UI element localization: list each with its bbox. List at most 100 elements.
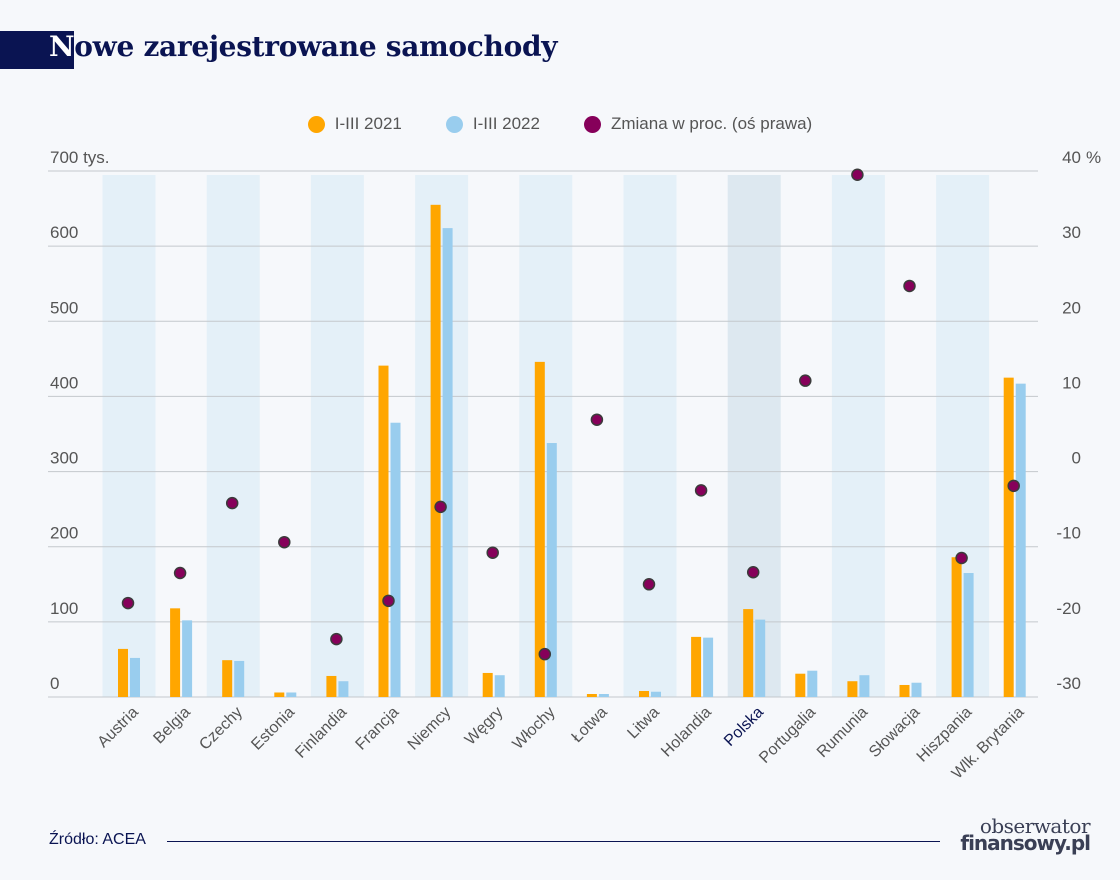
column-band	[310, 175, 364, 697]
page-title: Nowe zarejestrowane samochody	[49, 30, 558, 63]
legend-label-change: Zmiana w proc. (oś prawa)	[610, 114, 813, 133]
bar-2022	[1015, 383, 1026, 697]
bar-2021	[326, 675, 337, 697]
legend-label-2021: I-III 2021	[334, 114, 402, 133]
column-band	[831, 175, 885, 697]
change-dot	[486, 546, 499, 559]
change-dot	[955, 551, 968, 565]
highlight-band	[727, 175, 781, 697]
legend: I-III 2021 I-III 2022 Zmiana w proc. (oś…	[0, 114, 1120, 134]
change-dot	[278, 535, 291, 549]
title-accent-block	[0, 31, 74, 69]
change-dot	[121, 596, 135, 610]
change-dot	[1007, 479, 1020, 493]
x-tick-label: Holandia	[658, 704, 715, 761]
left-tick-label: 400	[50, 373, 78, 392]
right-tick-label: -20	[1056, 599, 1081, 618]
right-tick-label: -10	[1056, 524, 1081, 543]
bar-2022	[859, 675, 870, 697]
bar-2021	[482, 672, 493, 697]
right-tick-label: -30	[1056, 674, 1081, 693]
x-tick-label: Belgia	[150, 704, 194, 748]
bar-2021	[795, 673, 806, 697]
left-tick-label: 600	[50, 223, 78, 242]
x-tick-label: Rumunia	[814, 704, 871, 761]
column-band	[206, 175, 260, 697]
x-tick-label: Litwa	[624, 704, 663, 743]
left-tick-label: 100	[50, 599, 78, 618]
bar-2021	[639, 690, 649, 697]
x-tick-label: Austria	[95, 704, 142, 751]
change-dot	[746, 566, 760, 579]
bar-2022	[755, 619, 766, 697]
bar-2021	[586, 693, 597, 697]
legend-swatch-2021	[307, 115, 325, 133]
legend-label-2022: I-III 2022	[472, 114, 540, 133]
bar-2022	[703, 637, 714, 697]
column-band	[936, 175, 990, 697]
bar-2021	[951, 557, 962, 697]
bar-2022	[130, 657, 140, 697]
legend-item-2021: I-III 2021	[307, 114, 402, 134]
bar-2021	[170, 608, 181, 697]
right-tick-label: 40	[1062, 148, 1081, 167]
left-tick-label: 500	[50, 298, 78, 317]
legend-item-2022: I-III 2022	[445, 114, 540, 134]
change-dot	[330, 632, 343, 646]
change-dot	[382, 594, 395, 608]
x-tick-label: Włochy	[510, 704, 559, 753]
title-rest: owe zarejestrowane samochody	[74, 30, 558, 63]
footer-divider	[167, 841, 940, 842]
bar-2022	[651, 691, 661, 697]
right-tick-label: 30	[1062, 223, 1081, 242]
x-tick-label: Niemcy	[405, 704, 455, 754]
x-tick-label: Polska	[721, 704, 767, 750]
title-first-letter: N	[49, 30, 75, 63]
column-band	[415, 175, 469, 697]
bar-2022	[182, 620, 193, 697]
bar-2022	[286, 692, 297, 697]
bar-2022	[390, 422, 401, 697]
bar-2021	[1003, 377, 1014, 697]
bar-2021	[899, 684, 910, 697]
x-tick-label: Czechy	[196, 704, 246, 754]
bar-2022	[598, 693, 609, 697]
legend-item-change: Zmiana w proc. (oś prawa)	[583, 114, 813, 134]
legend-swatch-change	[583, 115, 601, 133]
right-axis-unit: %	[1086, 148, 1101, 167]
left-tick-label: 200	[50, 524, 78, 543]
left-tick-label: 700 tys.	[50, 148, 110, 167]
bar-2022	[234, 660, 245, 697]
x-tick-label: Węgry	[462, 704, 507, 749]
bar-2021	[691, 636, 702, 697]
logo-line2: finansowy.pl	[960, 831, 1091, 855]
source-note: Źródło: ACEA	[49, 831, 146, 848]
change-dot	[590, 413, 604, 426]
change-dot	[225, 496, 239, 510]
bar-2021	[378, 365, 389, 697]
bar-2022	[807, 670, 818, 697]
column-band	[519, 175, 573, 697]
change-dot	[799, 374, 812, 387]
x-tick-label: Portugalia	[756, 704, 819, 767]
change-dot	[694, 484, 708, 497]
right-tick-label: 10	[1062, 373, 1081, 392]
x-tick-label: Francja	[353, 704, 403, 754]
legend-swatch-2022	[445, 115, 463, 133]
change-dot	[642, 578, 656, 591]
right-tick-label: 20	[1062, 298, 1081, 317]
bar-2022	[494, 675, 505, 697]
bar-2021	[222, 660, 233, 697]
change-dot	[173, 566, 187, 580]
x-tick-label: Finlandia	[292, 704, 350, 762]
column-band	[102, 175, 156, 697]
bar-2021	[118, 648, 128, 697]
left-tick-label: 300	[50, 449, 78, 468]
logo: obserwator finansowy.pl	[950, 816, 1091, 855]
bar-2021	[430, 204, 441, 698]
bar-2021	[743, 609, 754, 697]
column-band	[623, 175, 677, 697]
bar-2022	[963, 573, 974, 697]
left-tick-label: 0	[50, 674, 59, 693]
